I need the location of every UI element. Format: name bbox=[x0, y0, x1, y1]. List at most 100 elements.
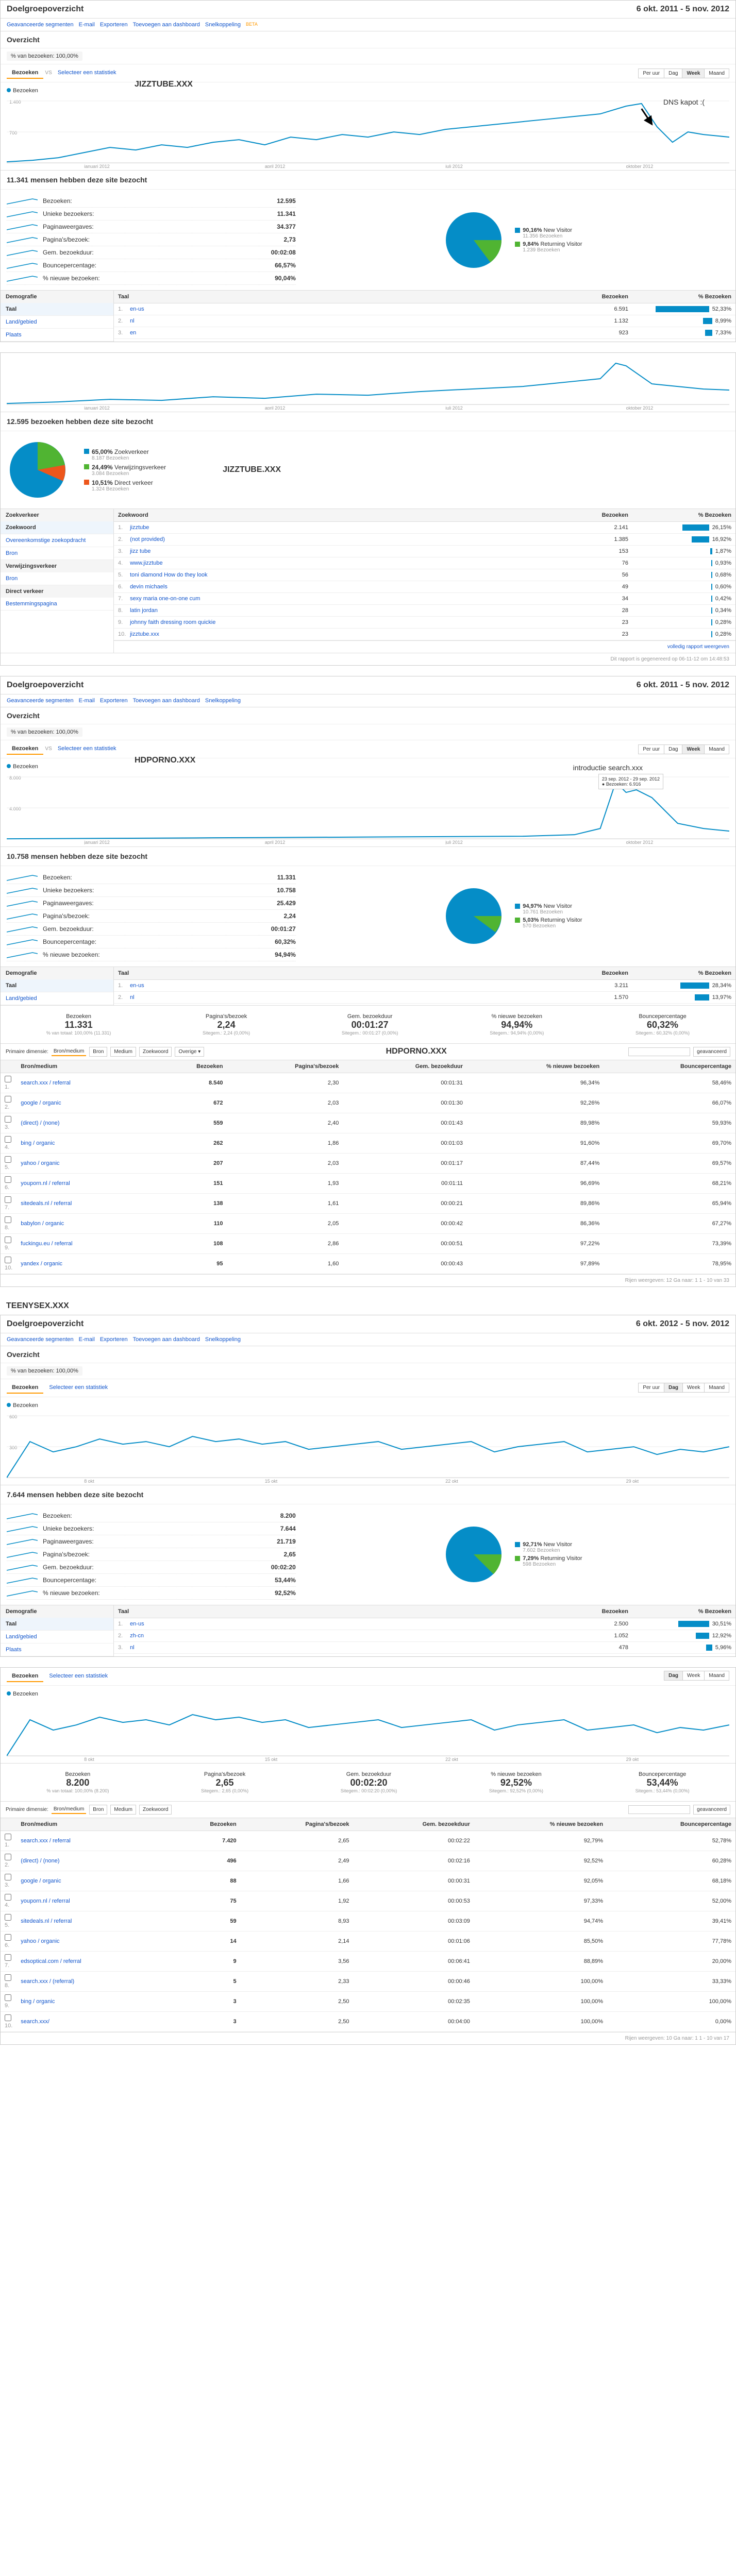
btn-email[interactable]: E-mail bbox=[79, 22, 95, 28]
table-row[interactable]: 2. (not provided)1.38516,92% bbox=[114, 534, 735, 546]
btn-uur[interactable]: Per uur bbox=[638, 69, 664, 78]
table-row[interactable]: 1. en-us6.59152,33% bbox=[114, 303, 735, 315]
table-row[interactable]: 6.yahoo / organic142,1400:01:0685,50%77,… bbox=[1, 1931, 735, 1951]
table-row[interactable]: 1.search.xxx / referral8.5402,3000:01:31… bbox=[1, 1073, 735, 1093]
lang-table: Taal Bezoeken % Bezoeken 1. en-us6.59152… bbox=[114, 291, 735, 339]
table-row[interactable]: 2.(direct) / (none)4962,4900:02:1692,52%… bbox=[1, 1851, 735, 1871]
date-range[interactable]: 6 okt. 2011 - 5 nov. 2012 bbox=[637, 5, 729, 14]
demo-taal[interactable]: Taal bbox=[1, 303, 113, 316]
chart-header: Bezoeken VS Selecteer een statistiek Per… bbox=[1, 64, 735, 82]
svg-text:8 okt: 8 okt bbox=[84, 1479, 94, 1483]
tooltip-box: 23 sep. 2012 - 29 sep. 2012 ● Bezoeken: … bbox=[598, 774, 663, 789]
table-row[interactable]: 9. johnny faith dressing room quickie230… bbox=[114, 617, 735, 629]
section-jizz-traffic: januari 2012 april 2012 juli 2012 oktobe… bbox=[0, 352, 736, 666]
site-overlay: JIZZTUBE.XXX bbox=[135, 80, 193, 89]
table-row[interactable]: 6.youporn.nl / referral1511,9300:01:1196… bbox=[1, 1173, 735, 1193]
summary-cell: Bezoeken11.331% van totaal: 100,00% (11.… bbox=[46, 1013, 111, 1036]
svg-text:600: 600 bbox=[9, 1414, 17, 1419]
svg-text:januari 2012: januari 2012 bbox=[83, 405, 110, 410]
btn-export[interactable]: Exporteren bbox=[100, 22, 128, 28]
table-row[interactable]: 2.google / organic6722,0300:01:3092,26%6… bbox=[1, 1093, 735, 1113]
table-row[interactable]: 7. sexy maria one-on-one cum340,42% bbox=[114, 593, 735, 605]
table-row[interactable]: 10.yandex / organic951,6000:00:4397,89%7… bbox=[1, 1253, 735, 1274]
search-input[interactable] bbox=[628, 1805, 690, 1814]
metric-line: % nieuwe bezoeken: 90,04% bbox=[7, 272, 296, 285]
btn-seg[interactable]: Geavanceerde segmenten bbox=[7, 22, 74, 28]
summary-cell: % nieuwe bezoeken92,52%Sitegem.: 92,52% … bbox=[489, 1771, 543, 1793]
line-chart-jizz: 1.400 700 januari 2012 april 2012 juli 2… bbox=[7, 96, 729, 168]
keyword-table: Zoekwoord Bezoeken % Bezoeken 1. jizztub… bbox=[114, 509, 735, 640]
table-row[interactable]: 1. jizztube2.14126,15% bbox=[114, 522, 735, 534]
pie-traffic bbox=[7, 439, 69, 501]
summary-cell: Bezoeken8.200% van totaal: 100,00% (8.20… bbox=[46, 1771, 109, 1793]
metric-line: % nieuwe bezoeken: 94,94% bbox=[7, 948, 296, 961]
table-row[interactable]: 3. jizz tube1531,87% bbox=[114, 546, 735, 557]
table-row[interactable]: 6. devin michaels490,60% bbox=[114, 581, 735, 593]
demo-land[interactable]: Land/gebied bbox=[1, 316, 113, 329]
pie-teeny bbox=[443, 1523, 505, 1585]
table-row[interactable]: 7.edsoptical.com / referral93,5600:06:41… bbox=[1, 1951, 735, 1971]
traffic-legend: 65,00% Zoekverkeer8.187 Bezoeken24,49% V… bbox=[84, 446, 166, 495]
metric-line: Unieke bezoekers: 10.758 bbox=[7, 884, 296, 897]
table-row[interactable]: 1.search.xxx / referral7.4202,6500:02:22… bbox=[1, 1831, 735, 1851]
btn-dag[interactable]: Dag bbox=[664, 69, 682, 78]
segment-pill[interactable]: % van bezoeken: 100,00% bbox=[7, 52, 82, 61]
svg-text:juli 2012: juli 2012 bbox=[445, 405, 463, 410]
table-row[interactable]: 3. en9237,33% bbox=[114, 327, 735, 339]
table-row[interactable]: 5.sitedeals.nl / referral598,9300:03:099… bbox=[1, 1911, 735, 1931]
section-teeny: Doelgroepoverzicht 6 okt. 2012 - 5 nov. … bbox=[0, 1315, 736, 1657]
site-label-teeny: TEENYSEX.XXX bbox=[0, 1297, 736, 1315]
table-row[interactable]: 10. jizztube.xxx230,28% bbox=[114, 629, 735, 640]
table-row[interactable]: 4.youporn.nl / referral751,9200:00:5397,… bbox=[1, 1891, 735, 1911]
btn-dash[interactable]: Toevoegen aan dashboard bbox=[133, 22, 200, 28]
select-stat[interactable]: Selecteer een statistiek bbox=[58, 70, 116, 76]
metric-line: Unieke bezoekers: 11.341 bbox=[7, 208, 296, 221]
svg-text:juli 2012: juli 2012 bbox=[445, 164, 463, 168]
svg-text:8 okt: 8 okt bbox=[84, 1757, 94, 1761]
metric-line: Pagina's/bezoek: 2,65 bbox=[7, 1548, 296, 1561]
metric-line: Paginaweergaves: 34.377 bbox=[7, 221, 296, 233]
pie-hdporno bbox=[443, 885, 505, 947]
metric-line: Gem. bezoekduur: 00:02:20 bbox=[7, 1561, 296, 1574]
summary-cell: Pagina's/bezoek2,24Sitegem.: 2,24 (0,00%… bbox=[203, 1013, 250, 1036]
tab-bezoeken[interactable]: Bezoeken bbox=[7, 67, 43, 79]
metric-line: Bouncepercentage: 53,44% bbox=[7, 1574, 296, 1587]
table-row[interactable]: 8.search.xxx / (referral)52,3300:00:4610… bbox=[1, 1971, 735, 1991]
btn-week[interactable]: Week bbox=[682, 69, 705, 78]
table-row[interactable]: 3.google / organic881,6600:00:3192,05%68… bbox=[1, 1871, 735, 1891]
table-row[interactable]: 2. nl1.1328,99% bbox=[114, 315, 735, 327]
summary-cell: Gem. bezoekduur00:02:20Sitegem.: 00:02:2… bbox=[341, 1771, 397, 1793]
btn-maand[interactable]: Maand bbox=[704, 69, 729, 78]
table-row[interactable]: 2. zh-cn1.05212,92% bbox=[114, 1630, 735, 1641]
table-row[interactable]: 3. nl4785,96% bbox=[114, 1641, 735, 1653]
table-row[interactable]: 2. nl1.57013,97% bbox=[114, 991, 735, 1003]
svg-text:15 okt: 15 okt bbox=[265, 1479, 278, 1483]
btn-snel[interactable]: Snelkoppeling bbox=[205, 22, 241, 28]
table-row[interactable]: 1. en-us2.50030,51% bbox=[114, 1618, 735, 1630]
table-row[interactable]: 4.bing / organic2621,8600:01:0391,60%69,… bbox=[1, 1133, 735, 1153]
table-row[interactable]: 8.babylon / organic1102,0500:00:4286,36%… bbox=[1, 1213, 735, 1233]
table-row[interactable]: 5.yahoo / organic2072,0300:01:1787,44%69… bbox=[1, 1153, 735, 1173]
table-row[interactable]: 8. latin jordan280,34% bbox=[114, 605, 735, 617]
table-row[interactable]: 3.(direct) / (none)5592,4000:01:4389,98%… bbox=[1, 1113, 735, 1133]
search-input[interactable] bbox=[628, 1047, 690, 1056]
svg-text:29 okt: 29 okt bbox=[626, 1479, 639, 1483]
metric-line: Bouncepercentage: 66,57% bbox=[7, 259, 296, 272]
demo-plaats[interactable]: Plaats bbox=[1, 329, 113, 342]
demo-row: Demografie Taal Land/gebied Plaats Taal … bbox=[1, 290, 735, 342]
table-row[interactable]: 9.fuckingu.eu / referral1082,8600:00:519… bbox=[1, 1233, 735, 1253]
metric-line: % nieuwe bezoeken: 92,52% bbox=[7, 1587, 296, 1600]
beta-badge: BETA bbox=[246, 22, 258, 28]
full-report-link[interactable]: volledig rapport weergeven bbox=[667, 644, 729, 650]
table-row[interactable]: 9.bing / organic32,5000:02:35100,00%100,… bbox=[1, 1991, 735, 2011]
table-row[interactable]: 1. en-us3.21128,34% bbox=[114, 979, 735, 991]
table-row[interactable]: 5. toni diamond How do they look560,68% bbox=[114, 569, 735, 581]
table-row[interactable]: 10.search.xxx/32,5000:04:00100,00%0,00% bbox=[1, 2011, 735, 2031]
summary-cell: Bouncepercentage53,44%Sitegem.: 53,44% (… bbox=[635, 1771, 690, 1793]
svg-text:april 2012: april 2012 bbox=[265, 405, 286, 410]
table-row[interactable]: 4. www.jizztube760,93% bbox=[114, 557, 735, 569]
svg-text:4.000: 4.000 bbox=[9, 806, 21, 811]
view-buttons: Per uur Dag Week Maand bbox=[639, 69, 729, 78]
table-row[interactable]: 7.sitedeals.nl / referral1381,6100:00:21… bbox=[1, 1193, 735, 1213]
line-chart-jizz-traffic: januari 2012 april 2012 juli 2012 oktobe… bbox=[7, 358, 729, 410]
